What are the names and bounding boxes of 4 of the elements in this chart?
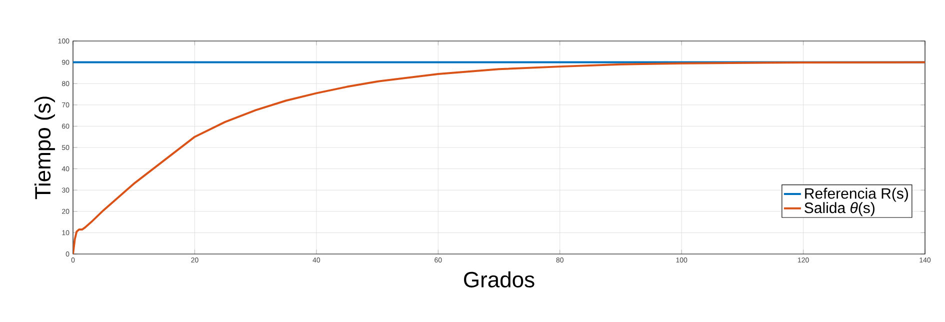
legend-label: Referencia R(s) [805, 188, 908, 202]
legend-label: Salida θ(s) [804, 202, 874, 216]
y-axis-title: Tiempo (s) [34, 96, 55, 200]
x-axis-title: Grados [464, 271, 534, 288]
